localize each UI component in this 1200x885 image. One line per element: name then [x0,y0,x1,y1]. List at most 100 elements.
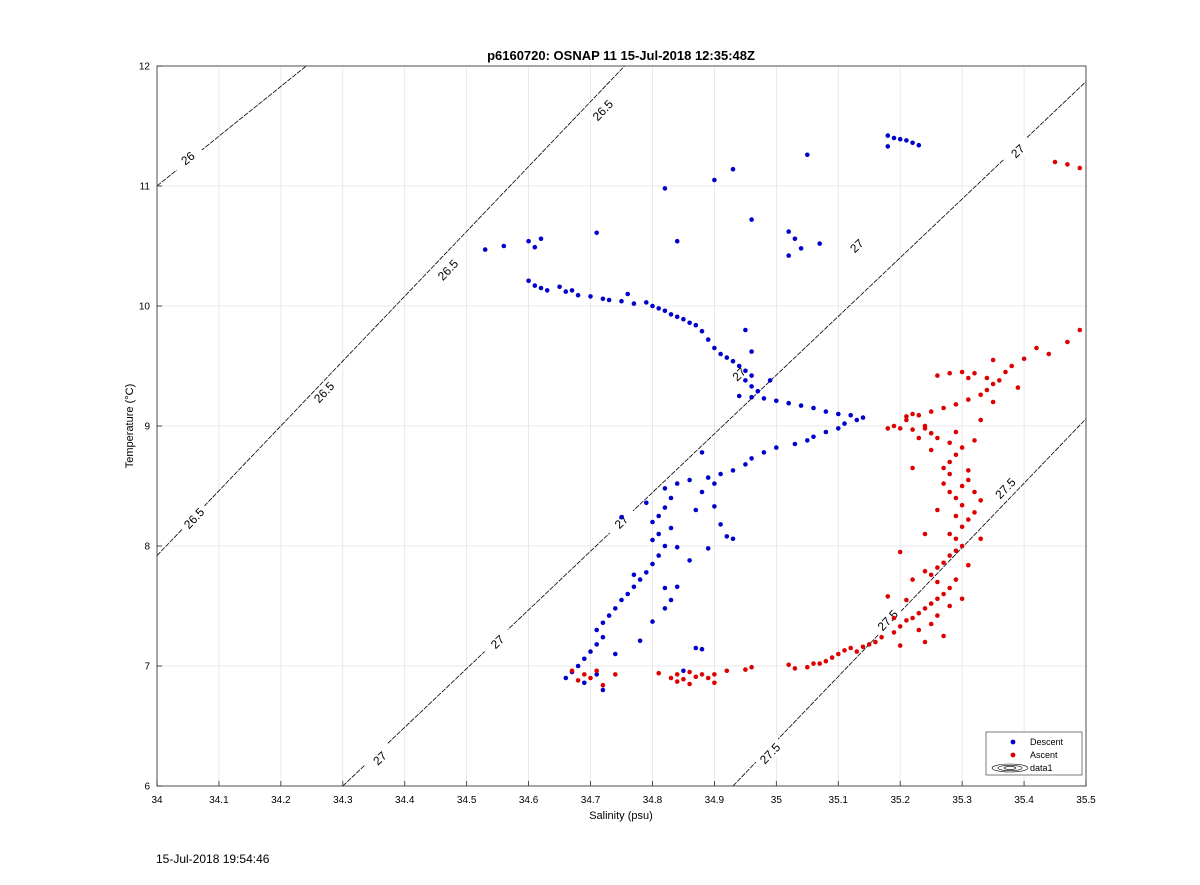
ascent-point [724,668,730,674]
descent-point [668,495,674,501]
y-tick-labels: 6 7 8 9 10 11 12 [139,62,151,793]
ascent-point [575,678,581,683]
descent-point [613,606,618,611]
ascent-point [687,681,692,687]
descent-point [761,450,767,455]
ascent-point [897,549,903,555]
ascent-point [984,375,990,381]
ascent-point [978,498,983,503]
descent-point [730,166,736,172]
descent-point [544,288,550,293]
descent-point [563,289,569,294]
ascent-point [941,465,946,471]
ascent-point [990,399,996,405]
contour-label-gap [431,253,465,287]
descent-point [656,531,661,537]
descent-point [743,462,748,467]
grid [156,65,1087,787]
ascent-point [941,560,946,566]
descent-point [798,403,804,408]
descent-point [767,378,773,383]
legend-label-ascent: Ascent [1030,750,1058,760]
descent-point [730,536,736,542]
descent-point [749,217,754,222]
ascent-point [786,662,791,668]
contour-label-gap [722,358,756,391]
ascent-point [947,370,952,376]
descent-point [712,481,717,486]
descent-point [631,572,637,578]
x-axis-label: Salinity (psu) [589,810,653,822]
x-tick-label: 35 [771,795,783,806]
x-tick-label: 35.1 [829,795,849,806]
x-tick-label: 35.5 [1076,795,1096,806]
descent-point [786,400,791,406]
ascent-point [947,585,952,591]
contour-label-gap [308,375,341,409]
ascent-point [941,481,946,486]
x-tick-label: 34.7 [581,795,601,806]
descent-point [625,291,630,297]
descent-point [681,316,686,322]
ascent-point [966,397,971,402]
descent-point [854,417,860,423]
descent-point [563,675,569,681]
ascent-point [582,672,587,677]
ascent-point [656,670,661,676]
descent-point [836,411,841,417]
descent-point [594,642,599,647]
descent-point [749,384,754,389]
ascent-point [947,531,952,537]
descent-point [606,613,612,618]
ascent-point [613,672,618,677]
legend-label-data1: data1 [1030,763,1053,773]
contour-label-gap [171,142,205,174]
descent-point [693,507,699,513]
contour-label-gap [871,604,904,637]
ascent-point [693,674,699,680]
descent-point [600,296,606,302]
ascent-point [916,435,922,441]
ascent-point [916,412,922,418]
descent-point [588,649,593,654]
descent-point [811,405,816,411]
ascent-point [953,536,959,542]
descent-point [736,363,742,369]
ascent-point [712,672,717,677]
ascent-point [972,489,977,495]
descent-point [693,645,699,651]
x-tick-label: 35.2 [890,795,910,806]
ascent-point [922,531,928,537]
descent-point [557,284,562,290]
legend-marker-descent [1010,739,1016,745]
ascent-point [922,423,928,429]
x-tick-label: 35.3 [952,795,972,806]
ascent-point [922,606,928,611]
contour-label-gap [840,229,874,263]
descent-point [575,663,581,669]
ascent-point [928,572,934,578]
ascent-point [947,440,952,446]
ascent-point [953,495,959,501]
ascent-point [935,373,940,378]
descent-point [582,680,587,686]
ascent-point [941,405,946,411]
ascent-point [990,381,996,387]
descent-point [656,513,661,519]
descent-point [749,456,754,461]
descent-point [650,537,655,543]
ascent-point [922,639,928,645]
descent-point [668,312,674,317]
ascent-point [817,661,822,666]
ascent-point [792,666,798,671]
x-tick-label: 34.9 [705,795,725,806]
descent-point [842,421,847,426]
ascent-point [904,618,909,623]
ascent-point [990,357,996,363]
descent-point [588,294,593,299]
x-tick-label: 34.4 [395,795,415,806]
legend-marker-ascent [1010,752,1016,758]
ascent-point [947,471,952,477]
descent-point [662,606,668,611]
ascent-point [811,661,816,666]
